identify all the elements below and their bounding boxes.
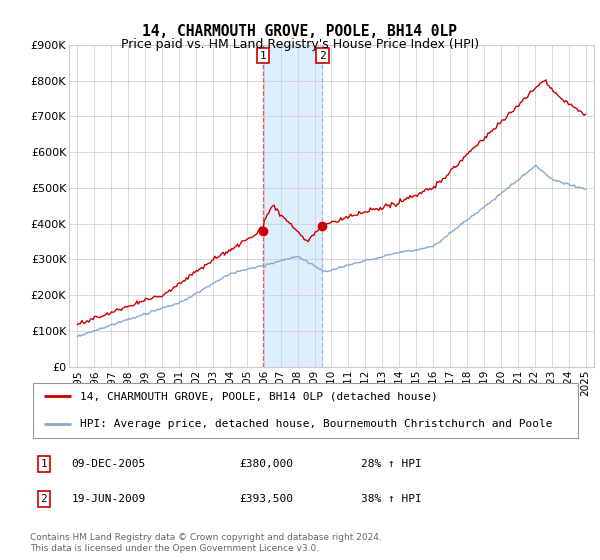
Text: HPI: Average price, detached house, Bournemouth Christchurch and Poole: HPI: Average price, detached house, Bour… [80,419,552,430]
Text: 14, CHARMOUTH GROVE, POOLE, BH14 0LP (detached house): 14, CHARMOUTH GROVE, POOLE, BH14 0LP (de… [80,391,437,401]
Text: Price paid vs. HM Land Registry's House Price Index (HPI): Price paid vs. HM Land Registry's House … [121,38,479,51]
Text: 2: 2 [319,50,326,60]
Text: 28% ↑ HPI: 28% ↑ HPI [361,459,422,469]
Bar [263,45,322,367]
Text: 1: 1 [40,459,47,469]
Text: 38% ↑ HPI: 38% ↑ HPI [361,494,422,504]
Text: 19-JUN-2009: 19-JUN-2009 [71,494,146,504]
Text: £380,000: £380,000 [240,459,294,469]
Text: 14, CHARMOUTH GROVE, POOLE, BH14 0LP: 14, CHARMOUTH GROVE, POOLE, BH14 0LP [143,24,458,39]
Text: £393,500: £393,500 [240,494,294,504]
Text: 2: 2 [40,494,47,504]
Text: Contains HM Land Registry data © Crown copyright and database right 2024.
This d: Contains HM Land Registry data © Crown c… [30,533,382,553]
FancyBboxPatch shape [33,382,578,438]
Text: 1: 1 [259,50,266,60]
Text: 09-DEC-2005: 09-DEC-2005 [71,459,146,469]
